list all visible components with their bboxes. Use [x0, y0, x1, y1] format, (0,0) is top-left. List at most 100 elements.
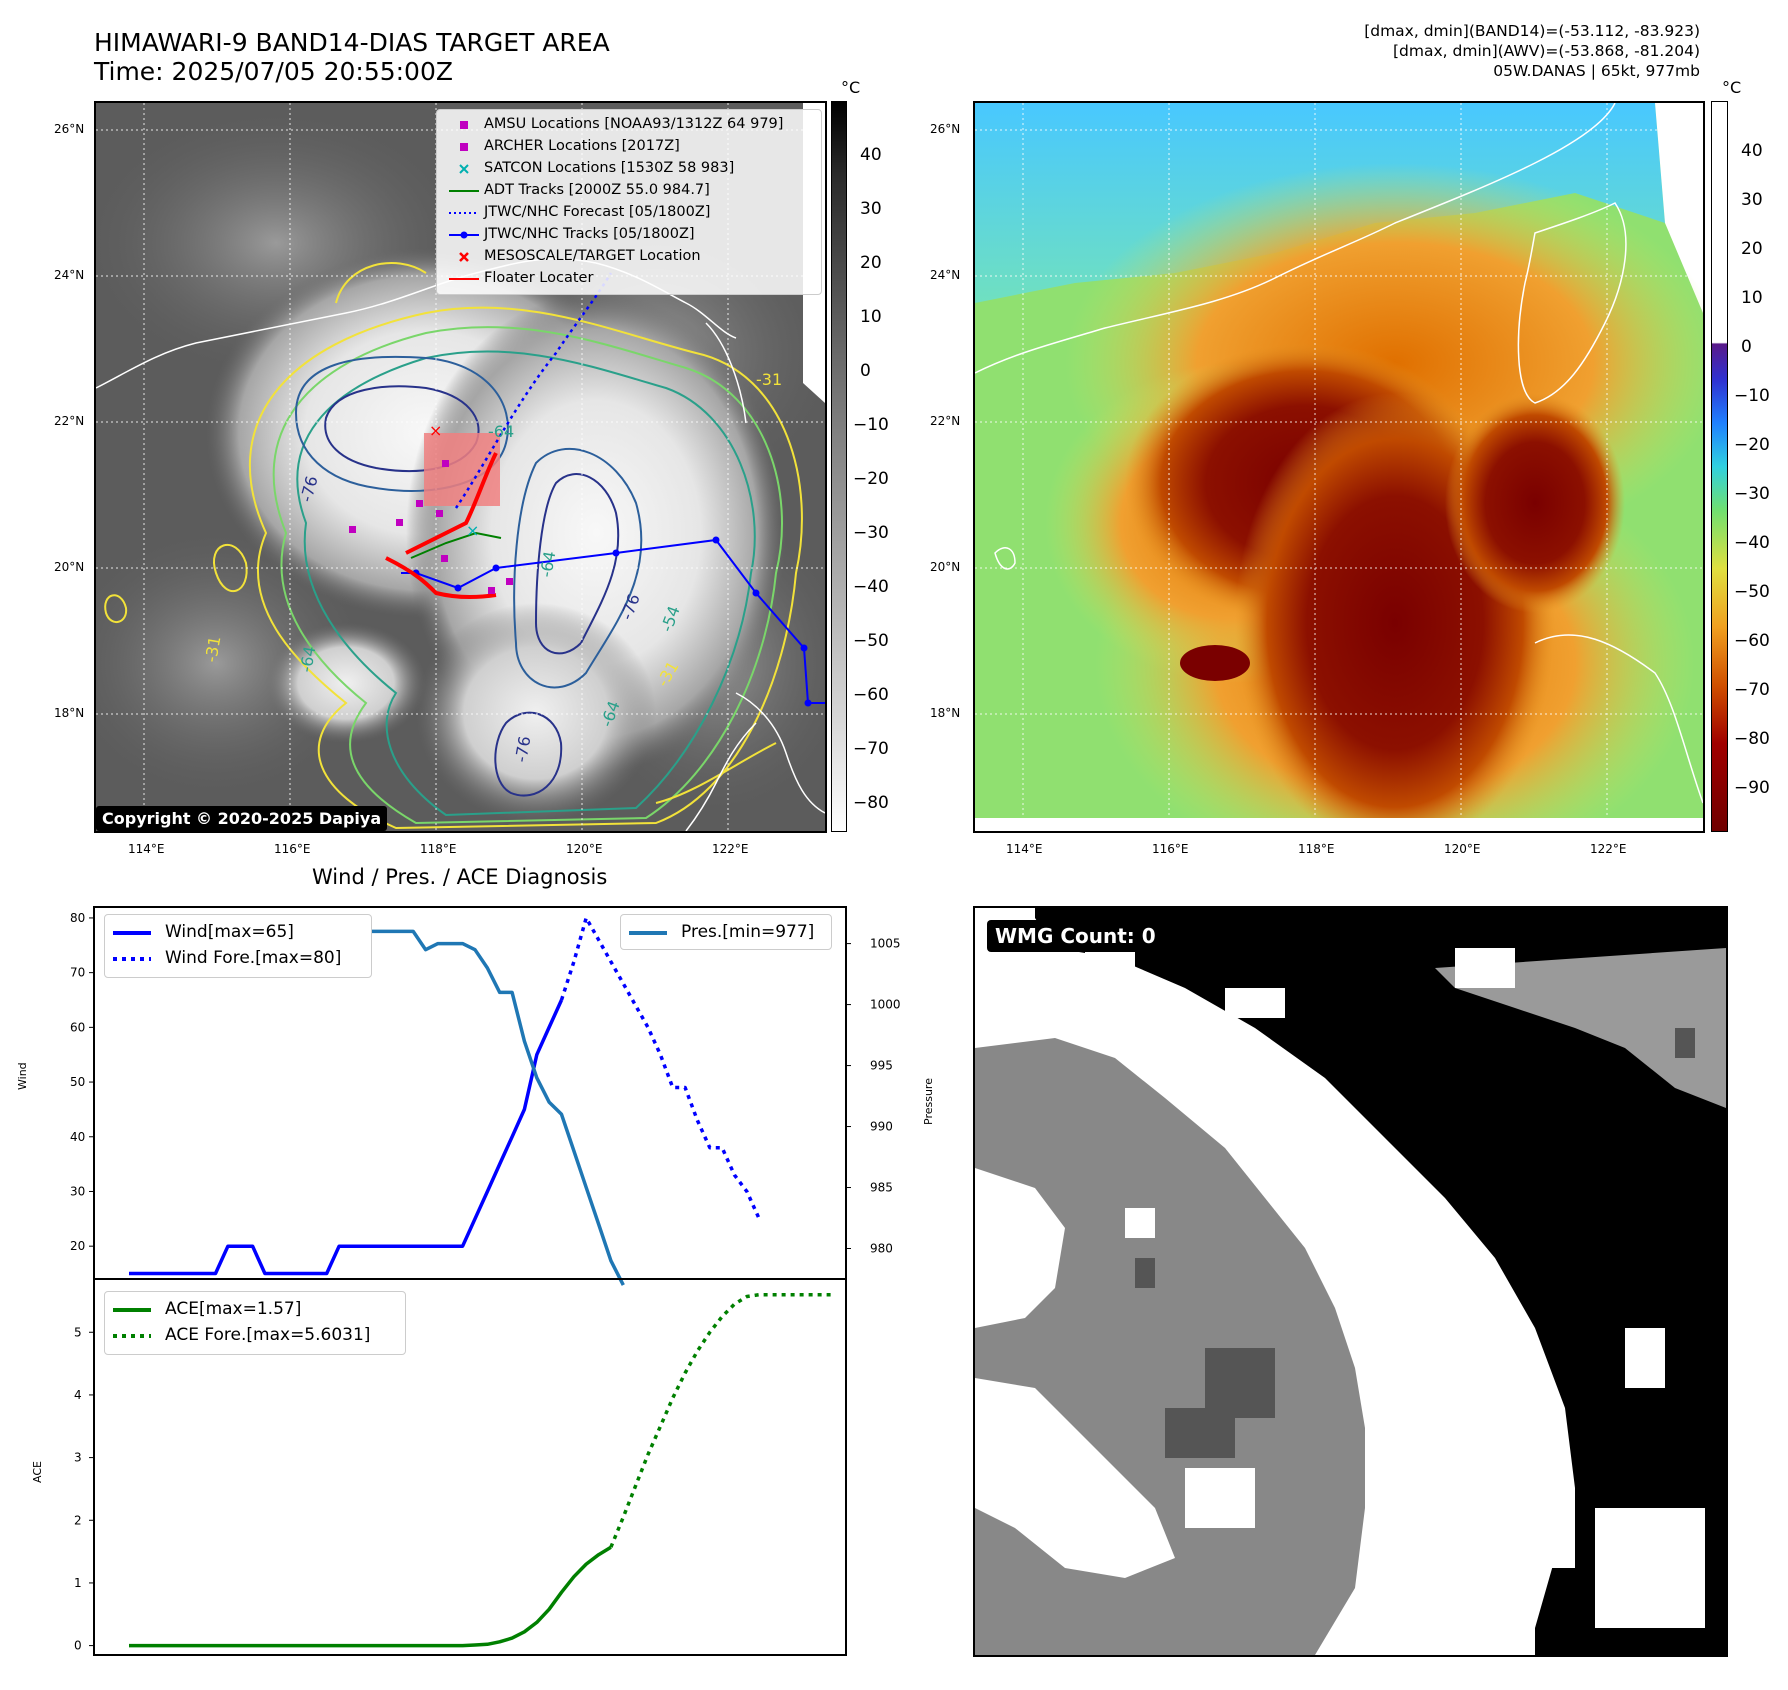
legend-target: MESOSCALE/TARGET Location [484, 248, 701, 264]
legend-tracks: JTWC/NHC Tracks [05/1800Z] [484, 226, 695, 242]
target-marker: × [429, 421, 442, 440]
wind-legend: Wind[max=65] Wind Fore.[max=80] [104, 914, 372, 978]
pressure-tick-label: 995 [870, 1059, 893, 1073]
wmg-panel: WMG Count: 0 [973, 906, 1728, 1657]
lat-tick: 18°N [930, 706, 961, 720]
legend-amsu: AMSU Locations [NOAA93/1312Z 64 979] [484, 116, 784, 132]
ir-cb-tick: −10 [853, 415, 889, 435]
pres-legend: Pres.[min=977] [620, 914, 832, 950]
lat-tick: 26°N [54, 122, 85, 136]
lat-tick: 22°N [930, 414, 961, 428]
ace-tick-label: 2 [74, 1513, 82, 1527]
ir-cb-tick: 30 [860, 199, 882, 219]
awv-cb-tick: −60 [1734, 631, 1770, 651]
target-legend-icon [459, 252, 469, 262]
lon-tick: 122°E [712, 842, 749, 856]
lat-tick: 18°N [54, 706, 85, 720]
lat-tick: 22°N [54, 414, 85, 428]
ir-cb-tick: 0 [860, 361, 871, 381]
ace-tick-label: 5 [74, 1325, 82, 1339]
legend-adt: ADT Tracks [2000Z 55.0 984.7] [484, 182, 710, 198]
ace-tick-label: 1 [74, 1576, 82, 1590]
amsu-legend-icon [460, 121, 468, 129]
lon-tick: 120°E [566, 842, 603, 856]
wind-tick-label: 20 [70, 1239, 85, 1253]
archer-legend-icon [460, 143, 468, 151]
wind-legend-icon [113, 931, 151, 935]
diagnosis-title: Wind / Pres. / ACE Diagnosis [312, 865, 608, 889]
lat-tick: 26°N [930, 122, 961, 136]
pressure-tick-label: 985 [870, 1181, 893, 1195]
ir-cb-tick: −30 [853, 523, 889, 543]
ir-cb-tick: −20 [853, 469, 889, 489]
wind-tick-label: 30 [70, 1184, 85, 1198]
awv-cb-tick: −10 [1734, 386, 1770, 406]
svg-text:-64: -64 [536, 550, 559, 579]
ir-cb-tick: −80 [853, 793, 889, 813]
awv-cb-tick: 0 [1741, 337, 1752, 357]
ir-cb-tick: 40 [860, 145, 882, 165]
awv-cb-tick: −20 [1734, 435, 1770, 455]
ace-plot-frame [93, 1278, 847, 1656]
pressure-tick-label: 980 [870, 1242, 893, 1256]
awv-cb-tick: −40 [1734, 533, 1770, 553]
lon-tick: 120°E [1444, 842, 1481, 856]
ace-fore-legend-icon [113, 1334, 151, 1338]
lon-tick: 114°E [1006, 842, 1043, 856]
legend-forecast: JTWC/NHC Forecast [05/1800Z] [484, 204, 711, 220]
legend-ace-fore: ACE Fore.[max=5.6031] [165, 1325, 371, 1345]
ir-cb-tick: −40 [853, 577, 889, 597]
ir-cb-tick: 20 [860, 253, 882, 273]
ace-legend-icon [113, 1308, 151, 1312]
wind-forecast-line [559, 916, 761, 1220]
jtwc-forecast-track [454, 272, 613, 509]
lon-tick: 114°E [128, 842, 165, 856]
satcon-legend-icon [459, 164, 469, 174]
ace-axis-label: ACE [31, 1461, 44, 1483]
lon-tick: 116°E [1152, 842, 1189, 856]
svg-text:-76: -76 [511, 735, 534, 764]
ir-legend: AMSU Locations [NOAA93/1312Z 64 979] ARC… [436, 109, 822, 295]
lon-tick: 116°E [274, 842, 311, 856]
chart-title-line1: HIMAWARI-9 BAND14-DIAS TARGET AREA [94, 28, 610, 57]
awv-colorbar-unit: °C [1722, 78, 1742, 97]
wind-tick-label: 80 [70, 911, 85, 925]
pressure-tick-label: 1005 [870, 937, 901, 951]
tracks-legend-icon [449, 231, 479, 239]
no-data-wedge [1655, 103, 1703, 313]
lat-tick: 20°N [54, 560, 85, 574]
awv-cb-tick: −50 [1734, 582, 1770, 602]
lat-tick: 24°N [54, 268, 85, 282]
legend-satcon: SATCON Locations [1530Z 58 983] [484, 160, 735, 176]
chart-title-line2: Time: 2025/07/05 20:55:00Z [94, 57, 453, 86]
legend-ace: ACE[max=1.57] [165, 1299, 302, 1319]
awv-colorbar [1711, 101, 1728, 832]
ace-tick-label: 4 [74, 1388, 82, 1402]
ir-colorbar-unit: °C [841, 78, 861, 97]
ace-tick-label: 3 [74, 1451, 82, 1465]
awv-map-panel [973, 101, 1705, 833]
ir-colorbar [831, 101, 847, 832]
wind-tick-label: 40 [70, 1130, 85, 1144]
ir-cb-tick: 10 [860, 307, 882, 327]
lon-tick: 122°E [1590, 842, 1627, 856]
pressure-series-line [129, 923, 625, 1286]
satcon-marker: × [466, 521, 479, 540]
awv-cb-tick: −30 [1734, 484, 1770, 504]
legend-floater: Floater Locater [484, 270, 594, 286]
pressure-tick-label: 990 [870, 1120, 893, 1134]
ace-forecast-line [609, 1292, 834, 1548]
diagnosis-chart-svg: 20 30 40 50 60 70 80 980 985 990 995 1000 1005 0 1 2 3 4 5 [70, 906, 901, 1656]
lat-tick: 20°N [930, 560, 961, 574]
ir-cb-tick: −50 [853, 631, 889, 651]
awv-cb-tick: −90 [1734, 778, 1770, 798]
ir-cb-tick: −70 [853, 739, 889, 759]
wind-series-line [129, 999, 564, 1276]
svg-text:-64: -64 [488, 422, 514, 441]
awv-cb-tick: 40 [1741, 141, 1763, 161]
lon-tick: 118°E [420, 842, 457, 856]
adt-track [410, 531, 502, 559]
svg-text:-64: -64 [296, 645, 319, 674]
stats-line2: [dmax, dmin](AWV)=(-53.868, -81.204) [1393, 42, 1700, 60]
lat-tick: 24°N [930, 268, 961, 282]
